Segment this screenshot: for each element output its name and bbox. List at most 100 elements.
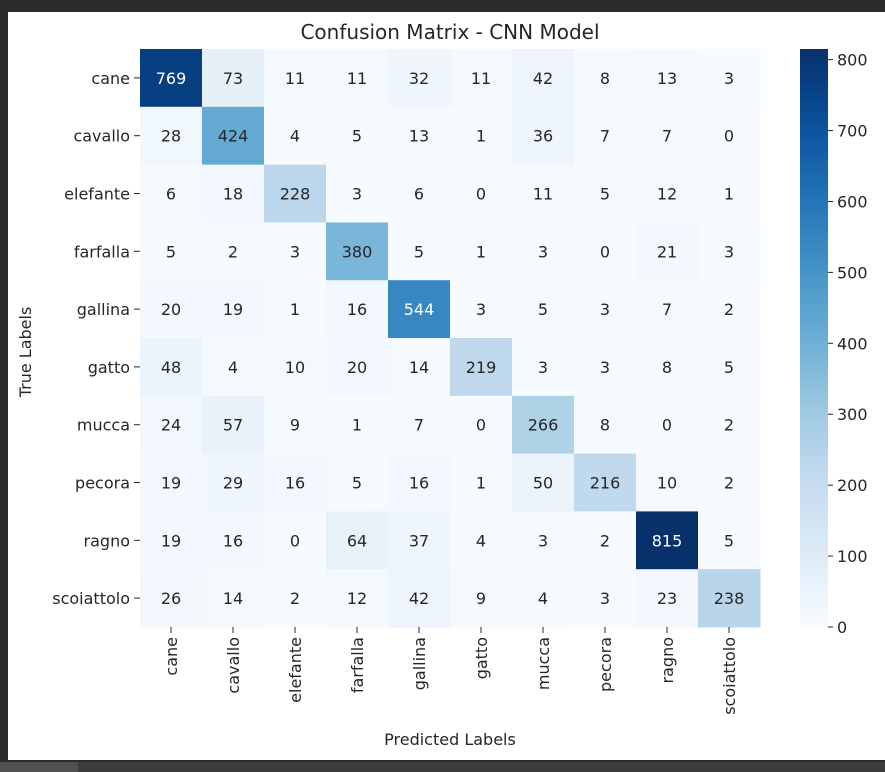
cell-value-label: 0: [724, 127, 734, 146]
cell-value-label: 57: [223, 416, 243, 435]
heatmap-cell: [698, 106, 761, 166]
heatmap-cell: [698, 49, 761, 108]
heatmap-cell: [636, 338, 699, 397]
heatmap-cell: [574, 395, 637, 455]
heatmap-cell: [140, 49, 203, 108]
heatmap-cell: [512, 49, 575, 108]
y-tick-label: mucca: [77, 416, 130, 435]
heatmap-cell: [140, 511, 203, 570]
cell-value-label: 424: [218, 127, 249, 146]
heatmap-cell: [698, 280, 761, 339]
colorbar-tick-label: 600: [837, 192, 868, 211]
cell-value-label: 50: [533, 474, 553, 493]
heatmap-cell: [202, 569, 265, 628]
heatmap-cell: [326, 222, 389, 281]
heatmap-cell: [264, 395, 327, 455]
heatmap-cell: [202, 280, 265, 339]
cell-value-label: 36: [533, 127, 553, 146]
heatmap-cell: [574, 49, 637, 108]
cell-value-label: 6: [166, 185, 176, 204]
cell-value-label: 266: [528, 416, 559, 435]
heatmap-cell-labels: 769 73 11 11 32 11 42 8 13 328 424 4 5 13 1 36 7 7 06 18 228…: [156, 69, 745, 608]
cell-value-label: 3: [538, 531, 548, 550]
heatmap-cell: [450, 164, 513, 223]
cell-value-label: 4: [290, 127, 300, 146]
y-tick-label: ragno: [84, 531, 130, 550]
cell-value-label: 1: [724, 185, 734, 204]
cell-value-label: 1: [476, 474, 486, 493]
colorbar-tick-label: 0: [837, 618, 847, 637]
heatmap-cell: [574, 511, 637, 570]
cell-value-label: 5: [538, 300, 548, 319]
y-axis: cane cavallo elefante farfalla gallina gatto m…: [52, 69, 140, 608]
cell-value-label: 11: [285, 69, 305, 88]
heatmap-cell: [388, 511, 451, 570]
heatmap-cell: [574, 164, 637, 223]
heatmap-cell: [636, 164, 699, 223]
y-tick-label: gallina: [77, 300, 130, 319]
cell-value-label: 42: [409, 589, 429, 608]
heatmap-cell: [202, 453, 265, 512]
cell-value-label: 19: [223, 300, 243, 319]
cell-value-label: 4: [476, 531, 486, 550]
cell-value-label: 1: [290, 300, 300, 319]
heatmap-cell: [574, 338, 637, 397]
cell-value-label: 16: [223, 531, 243, 550]
cell-value-label: 238: [714, 589, 745, 608]
heatmap-cell: [698, 164, 761, 223]
heatmap-cell: [140, 106, 203, 166]
heatmap-cell: [512, 222, 575, 281]
heatmap-cell: [264, 569, 327, 628]
heatmap-cell: [202, 395, 265, 455]
heatmap-cell: [450, 49, 513, 108]
cell-value-label: 2: [724, 300, 734, 319]
heatmap-cell: [388, 164, 451, 223]
cell-value-label: 3: [724, 69, 734, 88]
heatmap-cell: [326, 49, 389, 108]
heatmap-cell: [450, 395, 513, 455]
cell-value-label: 3: [290, 242, 300, 261]
heatmap-cell: [636, 49, 699, 108]
heatmap-cell: [450, 338, 513, 397]
cell-value-label: 544: [404, 300, 435, 319]
cell-value-label: 20: [347, 358, 367, 377]
heatmap-cell: [326, 106, 389, 166]
heatmap-cell: [202, 106, 265, 166]
heatmap-cell: [326, 338, 389, 397]
cell-value-label: 64: [347, 531, 367, 550]
heatmap-cell: [512, 280, 575, 339]
heatmap-cell: [450, 569, 513, 628]
heatmap-cell: [636, 280, 699, 339]
cell-value-label: 18: [223, 185, 243, 204]
heatmap-cell: [450, 453, 513, 512]
y-tick-label: cane: [91, 69, 130, 88]
cell-value-label: 0: [662, 416, 672, 435]
cell-value-label: 8: [600, 69, 610, 88]
heatmap-cell: [698, 453, 761, 512]
cell-value-label: 7: [414, 416, 424, 435]
cell-value-label: 2: [600, 531, 610, 550]
cell-value-label: 2: [724, 416, 734, 435]
cell-value-label: 9: [290, 416, 300, 435]
cell-value-label: 3: [538, 242, 548, 261]
heatmap-cell: [450, 511, 513, 570]
heatmap-cell: [698, 569, 761, 628]
y-tick-label: elefante: [64, 185, 130, 204]
cell-value-label: 5: [352, 474, 362, 493]
heatmap-cell: [512, 164, 575, 223]
cell-value-label: 37: [409, 531, 429, 550]
cell-value-label: 8: [662, 358, 672, 377]
heatmap-cell: [574, 280, 637, 339]
cell-value-label: 3: [600, 358, 610, 377]
cell-value-label: 0: [290, 531, 300, 550]
heatmap-cell: [450, 106, 513, 166]
confusion-matrix-chart: Confusion Matrix - CNN Model 769 73 11 11 32…: [16, 20, 868, 749]
cell-value-label: 5: [600, 185, 610, 204]
cell-value-label: 5: [724, 358, 734, 377]
heatmap-cell: [140, 569, 203, 628]
cell-value-label: 7: [600, 127, 610, 146]
cell-value-label: 7: [662, 300, 672, 319]
cell-value-label: 16: [409, 474, 429, 493]
heatmap-cell: [574, 453, 637, 512]
cell-value-label: 11: [347, 69, 367, 88]
